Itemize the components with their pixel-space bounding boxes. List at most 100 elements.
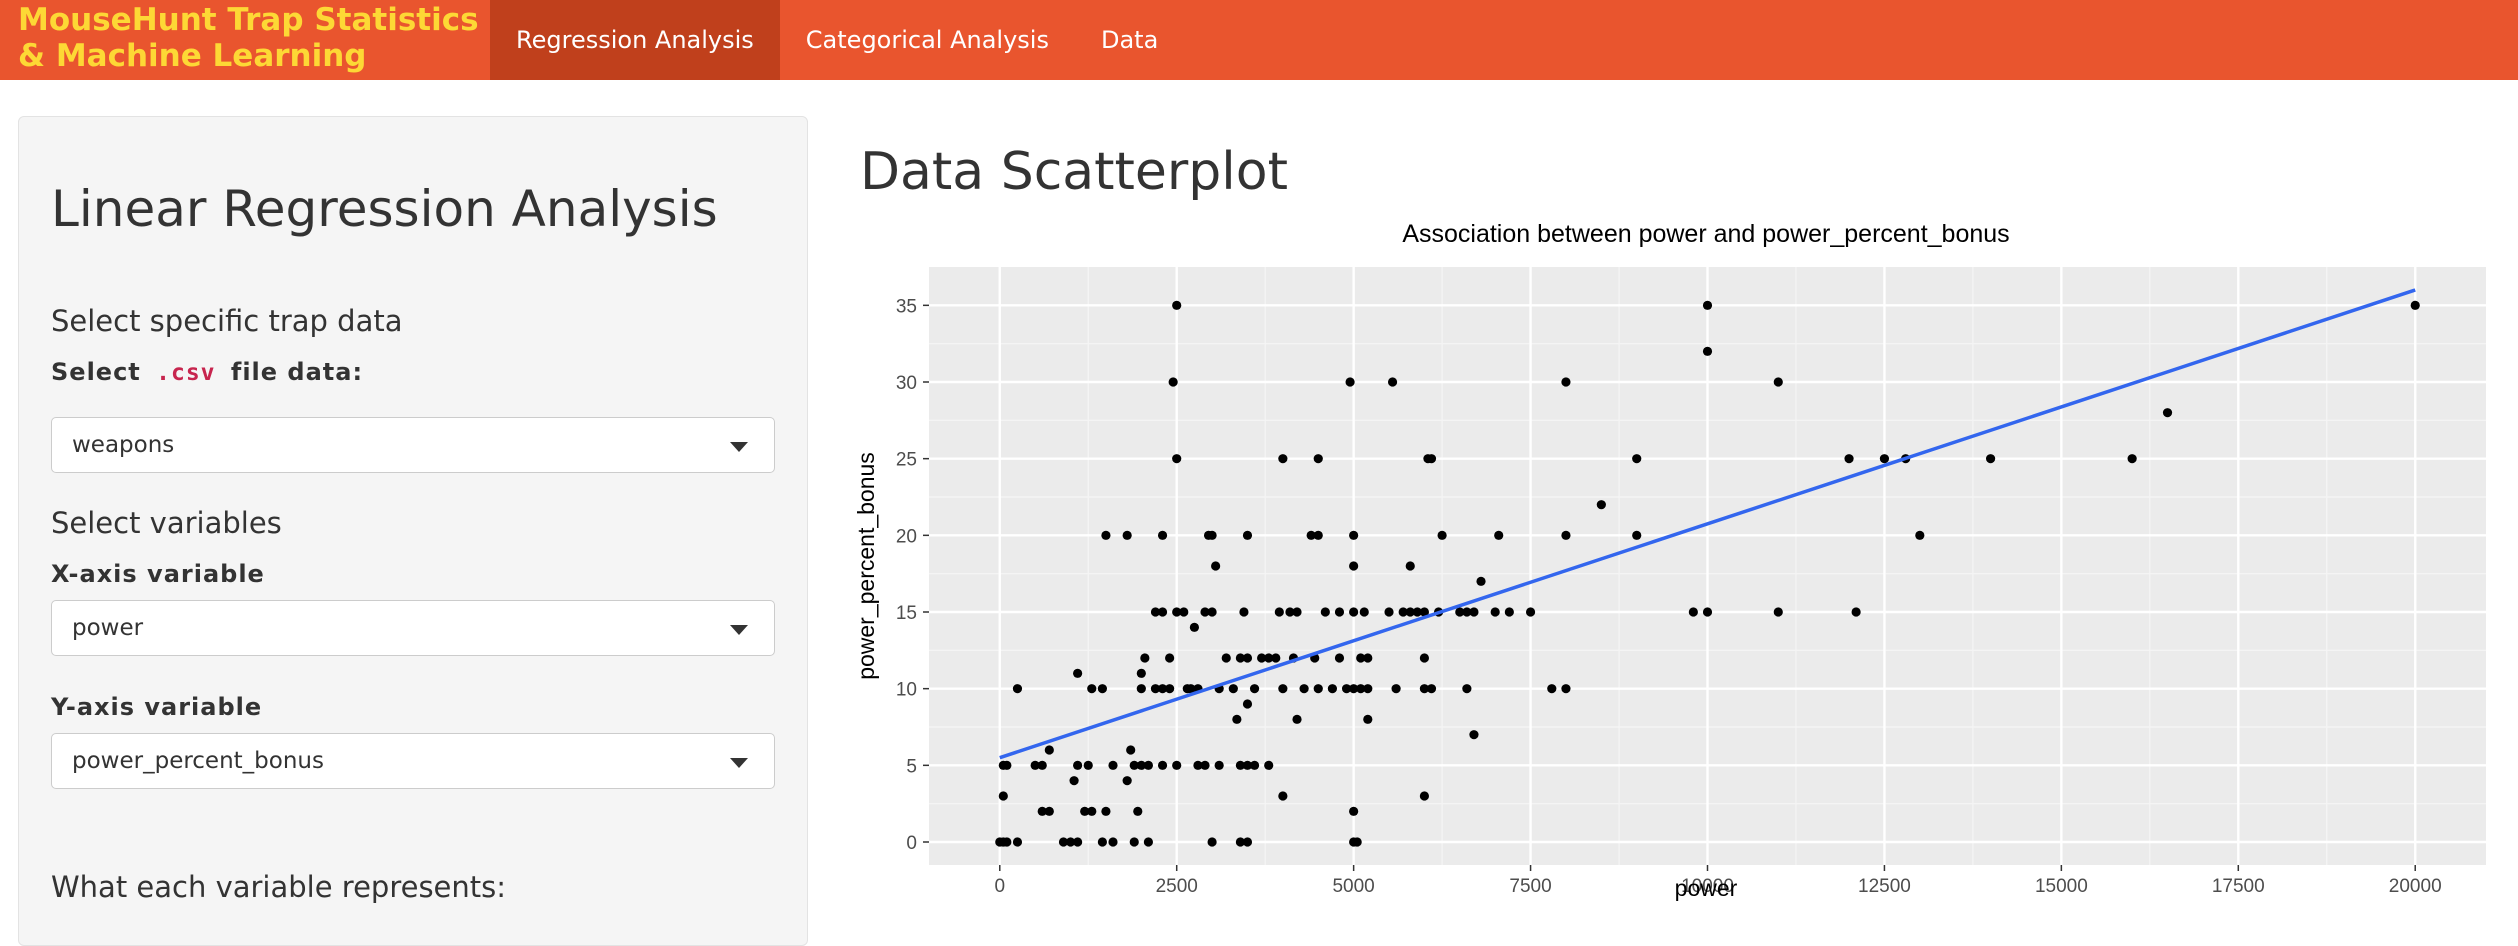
data-point: [2127, 454, 2137, 464]
data-point: [1080, 806, 1090, 816]
data-point: [1242, 837, 1253, 847]
data-point: [1157, 607, 1168, 617]
x-axis-select[interactable]: power: [51, 600, 775, 656]
y-tick-label: 0: [906, 833, 917, 854]
tab-data[interactable]: Data: [1100, 26, 1159, 54]
data-point: [1122, 530, 1132, 540]
data-point: [1349, 561, 1359, 571]
data-point: [1469, 730, 1479, 740]
data-point: [1200, 607, 1210, 617]
data-point: [1915, 530, 1925, 540]
data-point: [1313, 684, 1323, 694]
x-tick-label: 12500: [1858, 876, 1911, 897]
data-point: [1044, 806, 1054, 816]
data-point: [1363, 684, 1373, 694]
data-point: [1228, 684, 1238, 694]
data-point: [1037, 760, 1047, 770]
y-axis-select[interactable]: power_percent_bonus: [51, 733, 775, 789]
data-point: [1278, 791, 1288, 801]
data-point: [1349, 806, 1359, 816]
data-point: [1437, 530, 1447, 540]
data-point: [1341, 684, 1352, 694]
data-point: [1101, 530, 1111, 540]
data-point: [1363, 653, 1373, 663]
navbar: MouseHunt Trap Statistics & Machine Lear…: [0, 0, 2518, 80]
data-point: [1632, 530, 1642, 540]
data-point: [1030, 760, 1040, 770]
data-point: [1172, 300, 1182, 310]
sidebar-title: Linear Regression Analysis: [51, 180, 718, 238]
data-point: [1419, 653, 1430, 663]
data-point: [1172, 454, 1182, 464]
data-point: [1419, 684, 1430, 694]
brand-logo[interactable]: MouseHunt Trap Statistics & Machine Lear…: [0, 0, 490, 80]
data-point: [1349, 530, 1359, 540]
data-point: [1012, 684, 1023, 694]
data-point: [1387, 377, 1398, 387]
x-tick-label: 7500: [1509, 876, 1551, 897]
data-point: [1292, 607, 1302, 617]
data-point: [1235, 760, 1245, 770]
data-point: [1490, 607, 1500, 617]
data-point: [1207, 837, 1217, 847]
x-axis-title: power: [1675, 875, 1738, 901]
data-point: [1426, 684, 1437, 694]
data-point: [1108, 760, 1118, 770]
scatterplot-chart: Association between power and power_perc…: [853, 222, 2486, 901]
chevron-down-icon: [730, 758, 748, 768]
data-point: [1773, 377, 1783, 387]
data-point: [1073, 837, 1083, 847]
data-point: [1688, 607, 1698, 617]
data-point: [1207, 530, 1217, 540]
data-point: [1278, 684, 1288, 694]
data-point: [1101, 806, 1111, 816]
data-point: [1313, 454, 1323, 464]
data-point: [1419, 607, 1430, 617]
data-point: [1087, 684, 1097, 694]
data-point: [1632, 454, 1642, 464]
data-point: [1419, 791, 1430, 801]
section-variables-heading: Select variables: [51, 506, 282, 540]
x-axis-ticks: 0 2500 5000 7500 10000 12500 15000 17500 20000: [994, 865, 2442, 897]
data-point: [1278, 454, 1288, 464]
data-point: [1143, 760, 1153, 770]
chevron-down-icon: [730, 442, 748, 452]
csv-file-select[interactable]: weapons: [51, 417, 775, 473]
x-tick-label: 17500: [2212, 876, 2265, 897]
x-tick-label: 2500: [1156, 876, 1198, 897]
data-point: [1702, 607, 1713, 617]
chevron-down-icon: [730, 625, 748, 635]
tab-categorical-analysis[interactable]: Categorical Analysis: [805, 26, 1049, 54]
sidebar-panel: Linear Regression Analysis Select specif…: [18, 116, 808, 946]
data-point: [1143, 837, 1153, 847]
data-point: [1547, 684, 1557, 694]
data-point: [1504, 607, 1514, 617]
data-point: [1306, 530, 1316, 540]
data-point: [1405, 607, 1415, 617]
data-point: [1349, 607, 1359, 617]
csv-label-code: .csv: [156, 360, 216, 386]
data-point: [1073, 760, 1083, 770]
tab-regression-analysis[interactable]: Regression Analysis: [490, 0, 780, 80]
data-point: [1157, 530, 1168, 540]
data-point: [1462, 607, 1472, 617]
data-point: [1412, 607, 1422, 617]
data-point: [1249, 760, 1260, 770]
data-point: [1426, 454, 1437, 464]
x-axis-label: X-axis variable: [51, 560, 265, 588]
data-point: [1012, 837, 1023, 847]
data-point: [1232, 714, 1242, 724]
csv-label-post: file data:: [230, 358, 364, 386]
data-point: [1455, 607, 1465, 617]
data-point: [1985, 454, 1996, 464]
data-point: [1168, 377, 1178, 387]
data-point: [1083, 760, 1093, 770]
data-point: [1172, 760, 1182, 770]
data-point: [1157, 760, 1168, 770]
data-point: [1126, 745, 1136, 755]
data-point: [1561, 377, 1571, 387]
data-point: [1264, 760, 1274, 770]
y-tick-label: 20: [896, 526, 917, 547]
data-point: [1133, 806, 1143, 816]
data-point: [1122, 776, 1132, 786]
